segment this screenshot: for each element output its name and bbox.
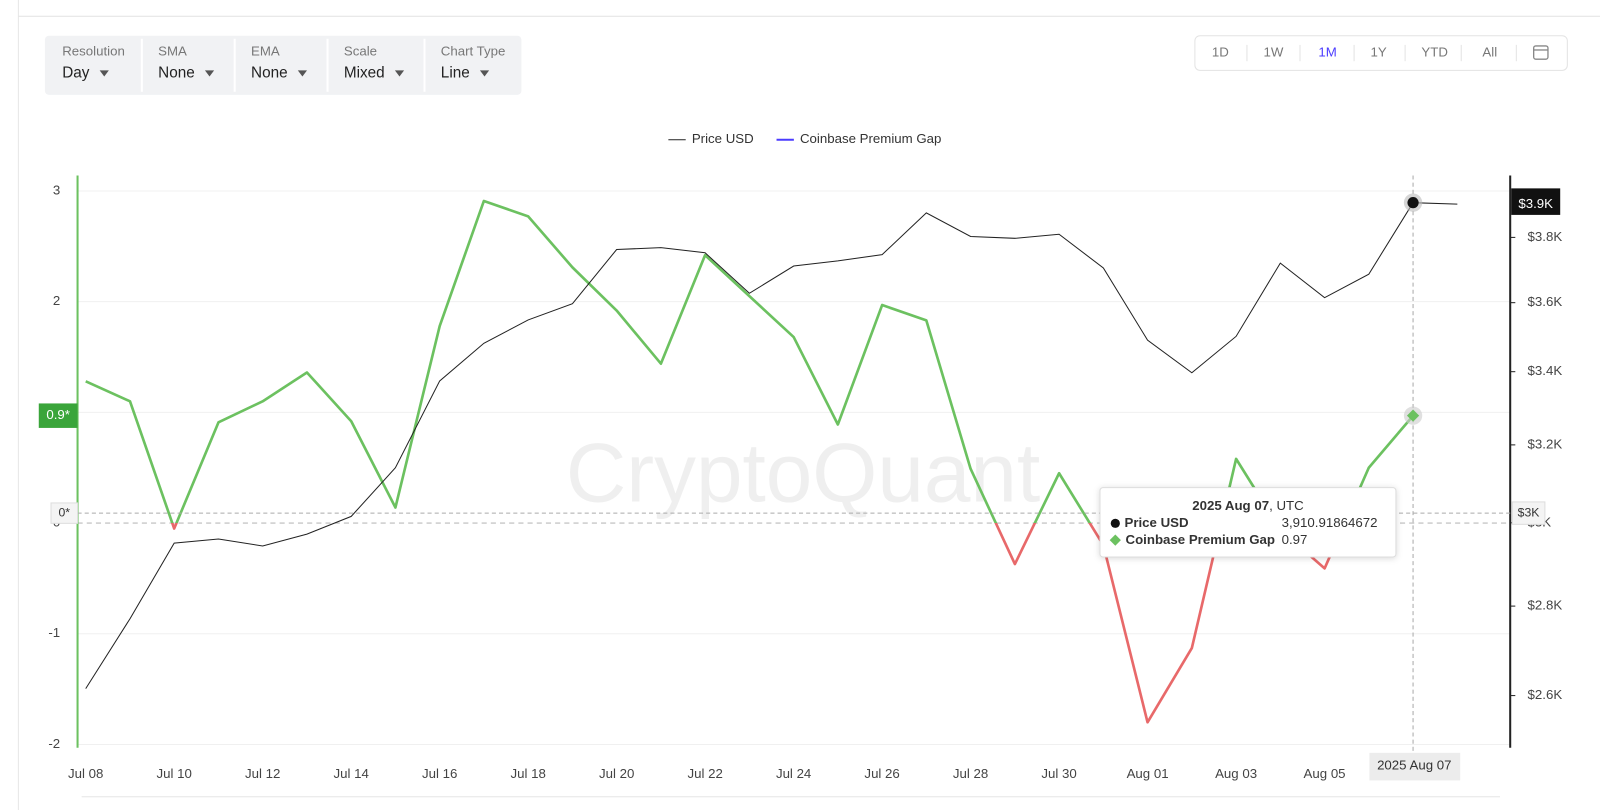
- x-tick-label: Jul 26: [864, 766, 899, 781]
- x-tick-label: Jul 20: [599, 766, 634, 781]
- dropdown-label[interactable]: SMA: [158, 44, 187, 59]
- dropdown[interactable]: EMA None: [251, 44, 307, 82]
- x-tick-label: Jul 14: [334, 766, 369, 781]
- tooltip-date: 2025 Aug 07: [1192, 497, 1269, 512]
- x-tick-label: Jul 16: [422, 766, 457, 781]
- y2-tick-label: $3.6K: [1528, 294, 1563, 309]
- dropdown[interactable]: Chart Type Line: [441, 44, 506, 82]
- crosshair-y-label: 0*: [58, 505, 70, 519]
- x-tick-label: Aug 05: [1304, 766, 1346, 781]
- dropdown-value[interactable]: Mixed: [344, 64, 385, 81]
- dropdown-caret[interactable]: [297, 70, 307, 77]
- range-button[interactable]: 1Y: [1370, 45, 1386, 60]
- range-button[interactable]: YTD: [1421, 45, 1448, 60]
- tooltip-marker: [1110, 518, 1120, 528]
- y2-tick-label: $3.4K: [1528, 363, 1563, 378]
- calendar-button[interactable]: [1533, 45, 1549, 60]
- x-tick-label: Jul 22: [687, 766, 722, 781]
- y2-badge-label: $3.9K: [1518, 196, 1553, 211]
- x-tick-label: Aug 03: [1215, 766, 1257, 781]
- dropdown-caret[interactable]: [99, 70, 109, 77]
- control-bar: [44, 35, 522, 95]
- x-tick-label: Jul 08: [68, 766, 103, 781]
- x-tick-label: Jul 18: [510, 766, 545, 781]
- crosshair-label-bg: [1369, 752, 1461, 781]
- tooltip-value: 0.97: [1282, 532, 1308, 547]
- tooltip-name: Coinbase Premium Gap: [1126, 532, 1276, 547]
- x-tick-label: Jul 28: [953, 766, 988, 781]
- y-badge-label: 0.9*: [46, 407, 70, 422]
- plot: 3210-1-2$3.8K$3.6K$3.4K$3.2K$3K$2.8K$2.6…: [38, 131, 1563, 781]
- dropdown[interactable]: SMA None: [158, 44, 215, 82]
- tooltip-marker: [1109, 534, 1121, 546]
- dropdown-caret[interactable]: [204, 70, 215, 77]
- y-tick-label: -1: [48, 625, 60, 640]
- crosshair-label-bg: [1511, 501, 1546, 525]
- price-line: [85, 202, 1458, 689]
- crosshair-y2-label: $3K: [1518, 505, 1541, 519]
- x-tick-label: Aug 01: [1127, 766, 1169, 781]
- premium-gap-line-positive: [85, 199, 1415, 524]
- dropdown-label[interactable]: Chart Type: [441, 44, 506, 59]
- watermark: CryptoQuant: [566, 426, 1040, 520]
- calendar-icon[interactable]: [1533, 45, 1549, 60]
- dropdown-value[interactable]: Line: [441, 64, 470, 81]
- dropdown[interactable]: Resolution Day: [62, 44, 125, 82]
- range-bar: [1194, 35, 1568, 71]
- x-tick-label: Jul 30: [1041, 766, 1076, 781]
- range-button[interactable]: All: [1482, 45, 1497, 60]
- y-tick-label: -2: [48, 736, 60, 751]
- range-button[interactable]: 1D: [1212, 45, 1229, 60]
- dropdown-value[interactable]: None: [158, 64, 195, 81]
- y2-tick-label: $3.2K: [1528, 436, 1563, 451]
- legend-label: Price USD: [692, 131, 754, 146]
- x-tick-label: Jul 12: [245, 766, 280, 781]
- hover-point: [1407, 197, 1419, 209]
- premium-gap-line-negative: [170, 523, 1346, 724]
- dropdown-caret[interactable]: [479, 70, 490, 77]
- y-badge: [38, 403, 78, 428]
- tooltip-name: Price USD: [1124, 515, 1189, 530]
- crosshair-x-label: 2025 Aug 07: [1377, 758, 1451, 773]
- dropdown-label[interactable]: EMA: [251, 44, 280, 59]
- dropdown-value[interactable]: None: [251, 64, 288, 81]
- hover-point: [1406, 409, 1420, 422]
- y2-badge: [1511, 188, 1561, 215]
- y2-tick-label: $3.8K: [1528, 229, 1563, 244]
- x-tick-label: Jul 10: [157, 766, 192, 781]
- y2-tick-label: $2.6K: [1528, 687, 1563, 702]
- legend-label: Coinbase Premium Gap: [800, 131, 941, 146]
- range-button[interactable]: 1M: [1318, 45, 1336, 60]
- dropdown[interactable]: Scale Mixed: [344, 44, 405, 82]
- y-tick-label: 3: [53, 182, 60, 197]
- tooltip-box: [1099, 487, 1397, 558]
- tooltip-value: 3,910.91864672: [1282, 515, 1378, 530]
- dropdown-value[interactable]: Day: [62, 64, 90, 81]
- dropdown-caret[interactable]: [394, 70, 405, 77]
- dropdown-label[interactable]: Resolution: [62, 44, 125, 59]
- dropdown-label[interactable]: Scale: [344, 44, 377, 59]
- crosshair-label-bg: [50, 502, 79, 524]
- y-tick-label: 2: [53, 293, 60, 308]
- tooltip-zone: , UTC: [1269, 497, 1304, 512]
- x-tick-label: Jul 24: [776, 766, 811, 781]
- tooltip-title: 2025 Aug 07, UTC: [1192, 497, 1304, 512]
- y2-tick-label: $2.8K: [1528, 598, 1563, 613]
- range-button[interactable]: 1W: [1264, 45, 1284, 60]
